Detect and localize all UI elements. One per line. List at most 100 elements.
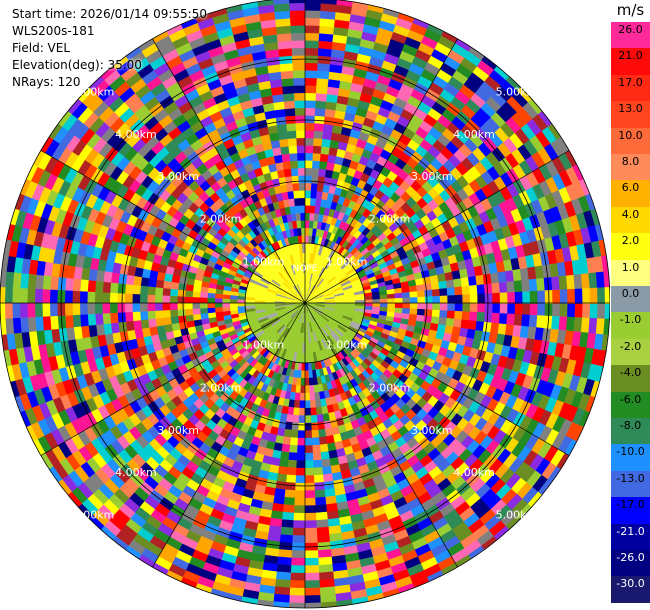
- radar-gate: [123, 244, 134, 257]
- radar-gate: [365, 254, 375, 263]
- radar-gate: [174, 260, 184, 270]
- radar-gate: [77, 429, 92, 447]
- radar-gate: [270, 194, 279, 204]
- radar-gate: [458, 448, 473, 463]
- radar-gate: [274, 301, 285, 303]
- radar-gate: [317, 245, 325, 256]
- radar-gate: [182, 107, 197, 121]
- radar-gate: [150, 377, 163, 390]
- radar-gate: [351, 152, 362, 164]
- radar-gate: [269, 386, 278, 396]
- radar-gate: [305, 303, 308, 314]
- radar-gate: [257, 591, 275, 602]
- radar-gate: [352, 358, 361, 368]
- colorbar-entry: -10.0: [611, 444, 650, 471]
- radar-gate: [466, 267, 476, 278]
- radar-gate: [312, 444, 321, 454]
- radar-gate: [224, 88, 239, 100]
- radar-gate: [310, 286, 319, 296]
- radar-gate: [274, 356, 281, 365]
- radar-gate: [82, 336, 93, 350]
- radar-gate: [274, 208, 282, 218]
- radar-gate: [209, 508, 225, 521]
- radar-gate: [89, 335, 100, 349]
- radar-gate: [517, 205, 530, 221]
- radar-gate: [114, 251, 124, 264]
- radar-gate: [290, 310, 299, 319]
- radar-gate: [401, 313, 410, 320]
- radar-gate: [328, 373, 335, 382]
- radar-gate: [532, 183, 546, 200]
- radar-gate: [386, 45, 403, 59]
- radar-gate: [250, 498, 263, 509]
- radar-gate: [522, 291, 531, 304]
- radar-gate: [125, 545, 142, 559]
- radar-gate: [169, 251, 180, 262]
- radar-gate: [341, 282, 353, 289]
- radar-gate: [568, 374, 581, 392]
- radar-gate: [237, 265, 247, 273]
- radar-gate: [185, 345, 196, 355]
- radar-gate: [243, 390, 253, 401]
- radar-gate: [363, 347, 372, 356]
- radar-gate: [382, 254, 393, 263]
- radar-gate: [284, 489, 296, 498]
- radar-gate: [76, 374, 88, 390]
- radar-gate: [374, 344, 384, 353]
- radar-gate: [286, 183, 294, 192]
- radar-gate: [280, 348, 288, 359]
- radar-gate: [339, 165, 350, 175]
- radar-gate: [152, 408, 166, 422]
- radar-gate: [59, 393, 72, 410]
- radar-gate: [491, 312, 500, 324]
- radar-gate: [472, 214, 484, 228]
- radar-gate: [293, 321, 299, 332]
- radar-gate: [514, 348, 526, 362]
- radar-gate: [304, 557, 319, 566]
- radar-gate: [403, 556, 421, 570]
- radar-gate: [342, 284, 354, 291]
- radar-gate: [207, 78, 223, 91]
- radar-gate: [283, 317, 292, 326]
- radar-gate: [469, 303, 478, 313]
- radar-gate: [288, 340, 295, 352]
- radar-gate: [399, 484, 414, 498]
- radar-gate: [386, 311, 395, 318]
- radar-gate: [468, 458, 484, 474]
- radar-gate: [57, 441, 73, 459]
- radar-gate: [537, 394, 551, 411]
- radar-gate: [399, 237, 410, 247]
- range-label: 5.00km: [73, 508, 115, 521]
- radar-gate: [57, 146, 73, 165]
- radar-gate: [308, 312, 314, 323]
- radar-gate: [552, 289, 561, 304]
- radar-gate: [392, 569, 410, 582]
- radar-gate: [485, 151, 500, 167]
- radar-gate: [376, 520, 392, 532]
- radar-gate: [446, 287, 456, 296]
- radar-gate: [240, 596, 259, 605]
- radar-gate: [256, 150, 267, 161]
- radar-gate: [304, 512, 317, 521]
- radar-gate: [76, 481, 94, 499]
- radar-gate: [342, 119, 355, 130]
- radar-gate: [498, 391, 511, 406]
- radar-gate: [341, 383, 350, 393]
- radar-gate: [298, 415, 305, 424]
- radar-gate: [300, 272, 304, 284]
- radar-gate: [282, 267, 291, 278]
- radar-gate: [313, 130, 324, 139]
- radar-gate: [484, 75, 502, 92]
- radar-gate: [42, 274, 52, 290]
- radar-gate: [554, 219, 567, 236]
- colorbar-entry: -2.0: [611, 338, 650, 366]
- radar-gate: [325, 200, 333, 209]
- radar-gate: [349, 589, 368, 600]
- radar-gate: [447, 438, 462, 453]
- radar-gate: [415, 145, 429, 158]
- radar-gate: [588, 272, 598, 289]
- radar-gate: [324, 427, 334, 437]
- radar-gate: [213, 245, 224, 255]
- radar-gate: [427, 466, 443, 480]
- radar-gate: [491, 388, 504, 403]
